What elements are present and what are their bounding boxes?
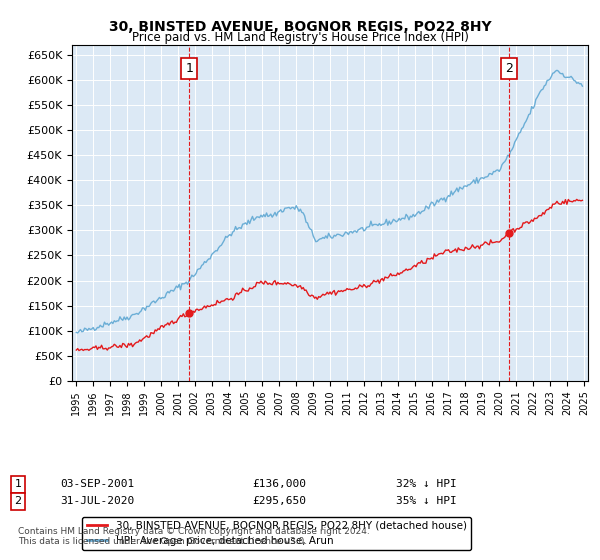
Text: 2: 2 (505, 62, 513, 75)
Text: 31-JUL-2020: 31-JUL-2020 (60, 496, 134, 506)
Text: 1: 1 (14, 479, 22, 489)
Text: 32% ↓ HPI: 32% ↓ HPI (396, 479, 457, 489)
Text: £136,000: £136,000 (252, 479, 306, 489)
Text: 03-SEP-2001: 03-SEP-2001 (60, 479, 134, 489)
Text: Price paid vs. HM Land Registry's House Price Index (HPI): Price paid vs. HM Land Registry's House … (131, 31, 469, 44)
Text: 30, BINSTED AVENUE, BOGNOR REGIS, PO22 8HY: 30, BINSTED AVENUE, BOGNOR REGIS, PO22 8… (109, 20, 491, 34)
Legend: 30, BINSTED AVENUE, BOGNOR REGIS, PO22 8HY (detached house), HPI: Average price,: 30, BINSTED AVENUE, BOGNOR REGIS, PO22 8… (82, 517, 471, 550)
Text: 2: 2 (14, 496, 22, 506)
Text: 35% ↓ HPI: 35% ↓ HPI (396, 496, 457, 506)
Text: £295,650: £295,650 (252, 496, 306, 506)
Text: 1: 1 (185, 62, 193, 75)
Text: Contains HM Land Registry data © Crown copyright and database right 2024.
This d: Contains HM Land Registry data © Crown c… (18, 526, 370, 546)
